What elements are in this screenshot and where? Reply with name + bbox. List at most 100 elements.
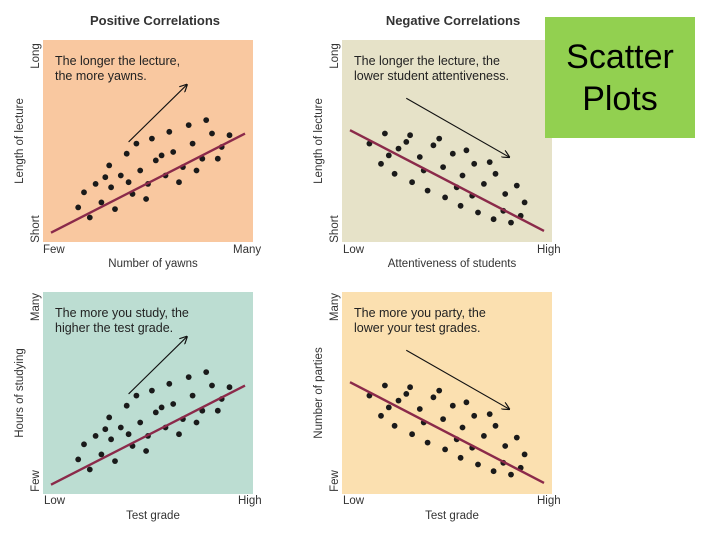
data-point	[152, 157, 159, 164]
data-point	[442, 194, 448, 201]
slide-title-line-1: Scatter	[566, 37, 674, 76]
x-tick-low: Low	[343, 495, 365, 507]
data-point	[508, 471, 514, 478]
data-point	[395, 397, 402, 404]
data-point	[459, 424, 466, 431]
data-point	[502, 443, 509, 449]
data-point	[158, 152, 165, 159]
data-point	[475, 209, 481, 216]
y-tick-low: Short	[30, 215, 42, 243]
y-tick-high: Long	[30, 43, 42, 69]
x-axis-label: Test grade	[126, 510, 180, 522]
y-tick-low: Short	[329, 215, 341, 243]
trend-line	[349, 381, 545, 485]
data-point	[214, 155, 221, 162]
data-point	[117, 424, 124, 431]
data-point	[471, 412, 478, 419]
data-point	[209, 382, 215, 389]
data-point	[395, 145, 402, 152]
negative-correlations-heading: Negative Correlations	[385, 13, 521, 28]
data-point	[92, 181, 99, 187]
data-point	[409, 431, 415, 438]
y-axis-label: Number of parties	[313, 347, 325, 439]
x-axis-label: Test grade	[425, 510, 479, 522]
slide-title-line-2: Plots	[582, 79, 658, 118]
data-point	[133, 392, 140, 399]
x-tick-low: Low	[343, 244, 365, 256]
data-point	[521, 199, 528, 206]
data-point	[424, 187, 431, 194]
data-point	[189, 140, 196, 147]
data-point	[81, 189, 87, 196]
data-point	[481, 181, 487, 187]
y-axis-label: Length of lecture	[14, 98, 26, 184]
data-point	[407, 132, 413, 139]
direction-arrow	[128, 85, 187, 143]
data-point	[143, 196, 149, 202]
data-point	[490, 468, 497, 475]
data-point	[407, 384, 413, 391]
chart-party-grade: The more you party, the lower your test g…	[342, 292, 552, 494]
chart-annotation: The more you party, the lower your test g…	[354, 306, 486, 335]
x-tick-low: Few	[43, 244, 65, 256]
data-point	[133, 140, 140, 147]
data-point	[424, 439, 431, 446]
data-point	[521, 451, 528, 458]
x-tick-high: High	[238, 495, 262, 507]
data-point	[226, 132, 233, 139]
data-point	[471, 160, 478, 167]
data-point	[436, 387, 443, 394]
data-point	[106, 414, 113, 421]
data-point	[193, 419, 200, 426]
data-point	[92, 433, 99, 439]
data-point	[449, 402, 456, 409]
positive-correlations-heading: Positive Correlations	[89, 13, 221, 28]
data-point	[502, 191, 509, 197]
trend-line	[349, 129, 545, 233]
data-point	[486, 159, 493, 165]
data-point	[490, 216, 497, 223]
data-point	[143, 448, 149, 454]
data-point	[513, 434, 520, 441]
data-point	[152, 409, 159, 416]
data-point	[185, 122, 192, 128]
data-point	[123, 402, 130, 409]
data-point	[193, 167, 200, 174]
data-point	[81, 441, 87, 448]
data-point	[486, 411, 493, 417]
data-point	[106, 162, 113, 169]
y-tick-high: Many	[329, 292, 341, 322]
chart-annotation: The longer the lecture, the lower student…	[354, 54, 509, 83]
data-point	[459, 172, 466, 179]
data-point	[463, 399, 470, 406]
data-point	[102, 426, 109, 433]
data-point	[492, 170, 499, 177]
data-point	[463, 147, 470, 154]
data-point	[214, 407, 221, 414]
data-point	[185, 374, 192, 380]
data-point	[440, 164, 446, 170]
x-tick-high: High	[537, 244, 561, 256]
data-point	[436, 135, 443, 142]
y-axis-label: Length of lecture	[313, 98, 325, 184]
data-point	[492, 422, 499, 429]
data-point	[170, 149, 177, 155]
x-tick-low: Low	[44, 495, 66, 507]
y-axis-label: Hours of studying	[14, 348, 26, 438]
data-point	[385, 152, 392, 159]
y-tick-high: Long	[329, 43, 341, 69]
data-point	[203, 369, 210, 375]
data-point	[440, 416, 446, 422]
data-point	[382, 382, 388, 389]
data-point	[98, 451, 105, 458]
x-tick-high: High	[537, 495, 561, 507]
data-point	[209, 130, 215, 137]
data-point	[430, 394, 437, 401]
data-point	[391, 170, 398, 177]
direction-arrow	[405, 349, 509, 409]
data-point	[403, 391, 410, 397]
data-point	[102, 174, 109, 181]
direction-arrow	[128, 337, 187, 395]
data-point	[166, 380, 173, 387]
chart-lecture-yawns: The longer the lecture, the more yawns.	[43, 40, 253, 242]
